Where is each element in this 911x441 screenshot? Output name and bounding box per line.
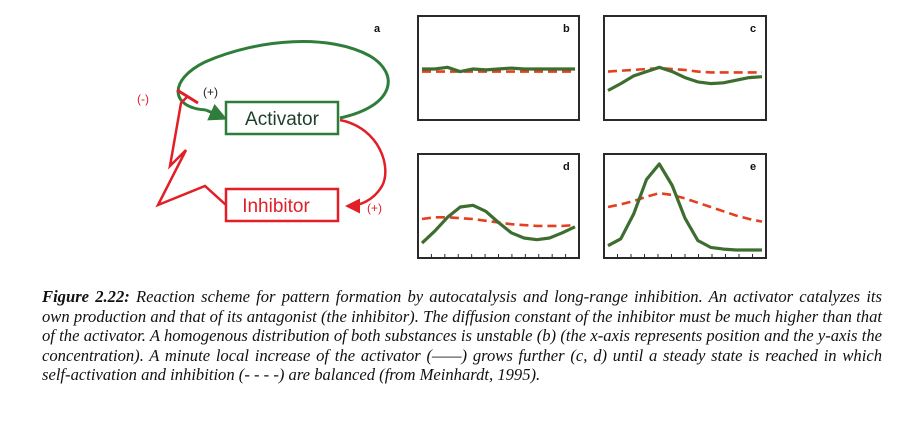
inhibition-zigzag xyxy=(155,95,227,208)
panel-frame xyxy=(603,15,767,121)
panel-frame xyxy=(603,153,767,259)
activator-curve-d xyxy=(420,203,576,245)
panel-b: b xyxy=(417,15,580,121)
reaction-scheme: a (+) Activator (+) Inhibitor (-) b c d … xyxy=(137,15,767,259)
panel-letter-d: d xyxy=(563,161,570,173)
panel-letter-c: c xyxy=(750,23,756,35)
inhibitor-curve-e xyxy=(607,191,763,223)
self-activation-loop xyxy=(176,40,390,120)
panel-letter-e: e xyxy=(750,161,756,173)
caption-label: Figure 2.22: xyxy=(42,287,130,306)
caption-text: Reaction scheme for pattern formation by… xyxy=(42,287,882,384)
activator-curve-b xyxy=(422,65,575,74)
panel-e: e xyxy=(603,153,767,259)
activator-label: Activator xyxy=(245,109,320,130)
activator-box xyxy=(224,100,340,136)
sign-activation-of-inhibitor: (+) xyxy=(367,201,382,215)
inhibitor-label: Inhibitor xyxy=(242,196,310,217)
panel-c: c xyxy=(603,15,767,121)
figure-2-22: a (+) Activator (+) Inhibitor (-) b c d … xyxy=(137,15,767,259)
activator-curve-e xyxy=(607,162,762,252)
panel-d: d xyxy=(417,153,580,259)
inhibition-bar xyxy=(176,88,199,105)
panel-frame xyxy=(417,153,580,259)
activator-curve-c xyxy=(607,65,763,92)
sign-self-activation: (+) xyxy=(203,85,218,99)
panel-letter-b: b xyxy=(563,23,570,35)
inhibitor-curve-c xyxy=(607,66,762,74)
sign-inhibition: (-) xyxy=(137,92,149,106)
self-activation-arrowhead xyxy=(205,103,228,121)
figure-caption: Figure 2.22: Reaction scheme for pattern… xyxy=(42,287,882,385)
panel-letter-a: a xyxy=(374,23,381,35)
activation-of-inhibitor-arrow xyxy=(339,118,387,214)
